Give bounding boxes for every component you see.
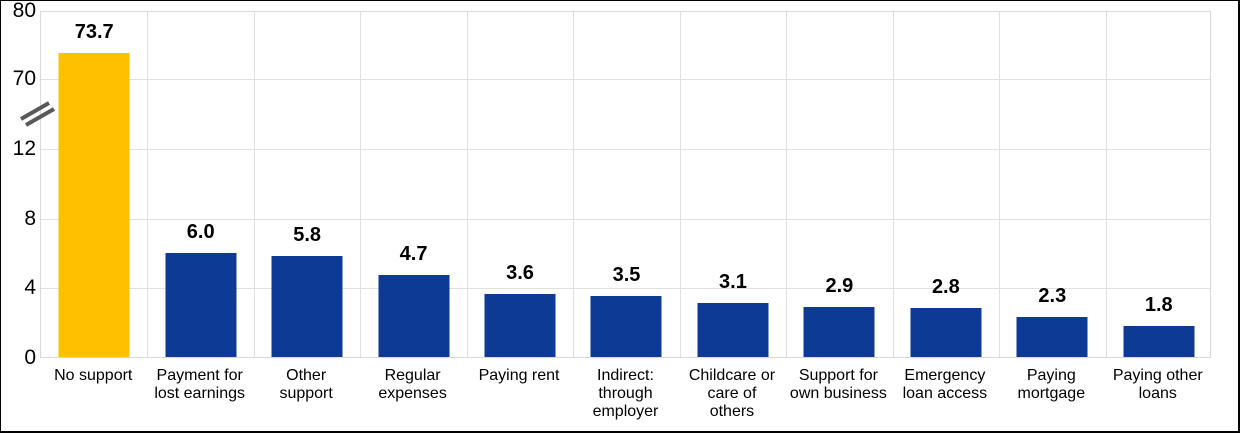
bar-5 (484, 294, 556, 357)
value-label: 3.6 (506, 262, 534, 285)
bar-4 (378, 275, 450, 357)
bar-slot: 2.3 (999, 12, 1105, 357)
bar-10 (1016, 316, 1088, 357)
bar-slot: 2.8 (893, 12, 999, 357)
y-tick-label: 80 (12, 0, 36, 22)
bar-8 (803, 306, 875, 357)
bar-slot: 5.8 (254, 12, 360, 357)
bar-slot: 2.9 (786, 12, 892, 357)
bar-7 (697, 303, 769, 357)
h-gridline (41, 149, 1210, 150)
category-label: Regular expenses (378, 367, 447, 402)
category-label: Payment for lost earnings (154, 367, 246, 402)
v-gridline (466, 12, 468, 357)
v-gridline (253, 12, 255, 357)
bar-11 (1123, 325, 1195, 357)
v-gridline (1105, 12, 1107, 357)
value-label: 6.0 (186, 220, 215, 243)
y-tick-label: 12 (12, 137, 36, 160)
bar-slot: 3.5 (573, 12, 679, 357)
value-label: 5.8 (293, 223, 322, 246)
category-label: Paying other loans (1112, 367, 1203, 402)
bar-slot: 4.7 (360, 12, 466, 357)
v-gridline (892, 12, 894, 357)
bar-1 (58, 52, 130, 357)
category-label: Childcare or care of others (688, 367, 776, 420)
value-label: 3.1 (719, 271, 747, 294)
v-gridline (360, 12, 362, 357)
plot-area: 73.7 6.0 5.8 4.7 3.6 3.5 3.1 2.9 2.8 2.3 1.8 (40, 11, 1211, 358)
value-label: 2.8 (931, 276, 960, 299)
bar-slot: 73.7 (41, 12, 147, 357)
value-label: 1.8 (1144, 293, 1173, 316)
value-label: 2.3 (1038, 284, 1067, 307)
v-gridline (147, 12, 149, 357)
category-label: Indirect: through employer (592, 367, 659, 420)
h-gridline (41, 288, 1210, 290)
bar-2 (165, 252, 237, 357)
h-gridline (41, 79, 1210, 80)
y-tick-label: 0 (24, 346, 36, 369)
y-axis: 0 4 8 12 70 80 (1, 1, 36, 431)
v-gridline (679, 12, 681, 357)
category-label: Support for own business (789, 367, 887, 402)
bar-6 (590, 296, 662, 357)
value-label: 3.5 (612, 264, 641, 287)
y-tick-label: 70 (12, 67, 36, 90)
category-label: Paying rent (478, 367, 560, 384)
bar-slot: 1.8 (1106, 12, 1212, 357)
value-label: 2.9 (825, 274, 854, 297)
bar-slot: 3.1 (680, 12, 786, 357)
v-gridline (786, 12, 788, 357)
axis-break-icon (20, 101, 55, 127)
category-label: No support (54, 367, 133, 384)
v-gridline (999, 12, 1001, 357)
category-label: Emergency loan access (902, 367, 988, 402)
bar-3 (271, 255, 343, 357)
bar-slot: 3.6 (467, 12, 573, 357)
x-axis: No support Payment for lost earnings Other… (40, 367, 1211, 421)
value-label: 4.7 (399, 243, 428, 266)
v-gridline (573, 12, 575, 357)
category-label: Other support (279, 367, 333, 402)
value-label: 73.7 (74, 20, 114, 43)
y-tick-label: 8 (24, 206, 36, 230)
category-label: Paying mortgage (1017, 367, 1086, 402)
bar-slot: 6.0 (147, 12, 253, 357)
h-gridline (41, 218, 1210, 220)
y-tick-label: 4 (24, 276, 36, 300)
bar-9 (910, 308, 982, 357)
